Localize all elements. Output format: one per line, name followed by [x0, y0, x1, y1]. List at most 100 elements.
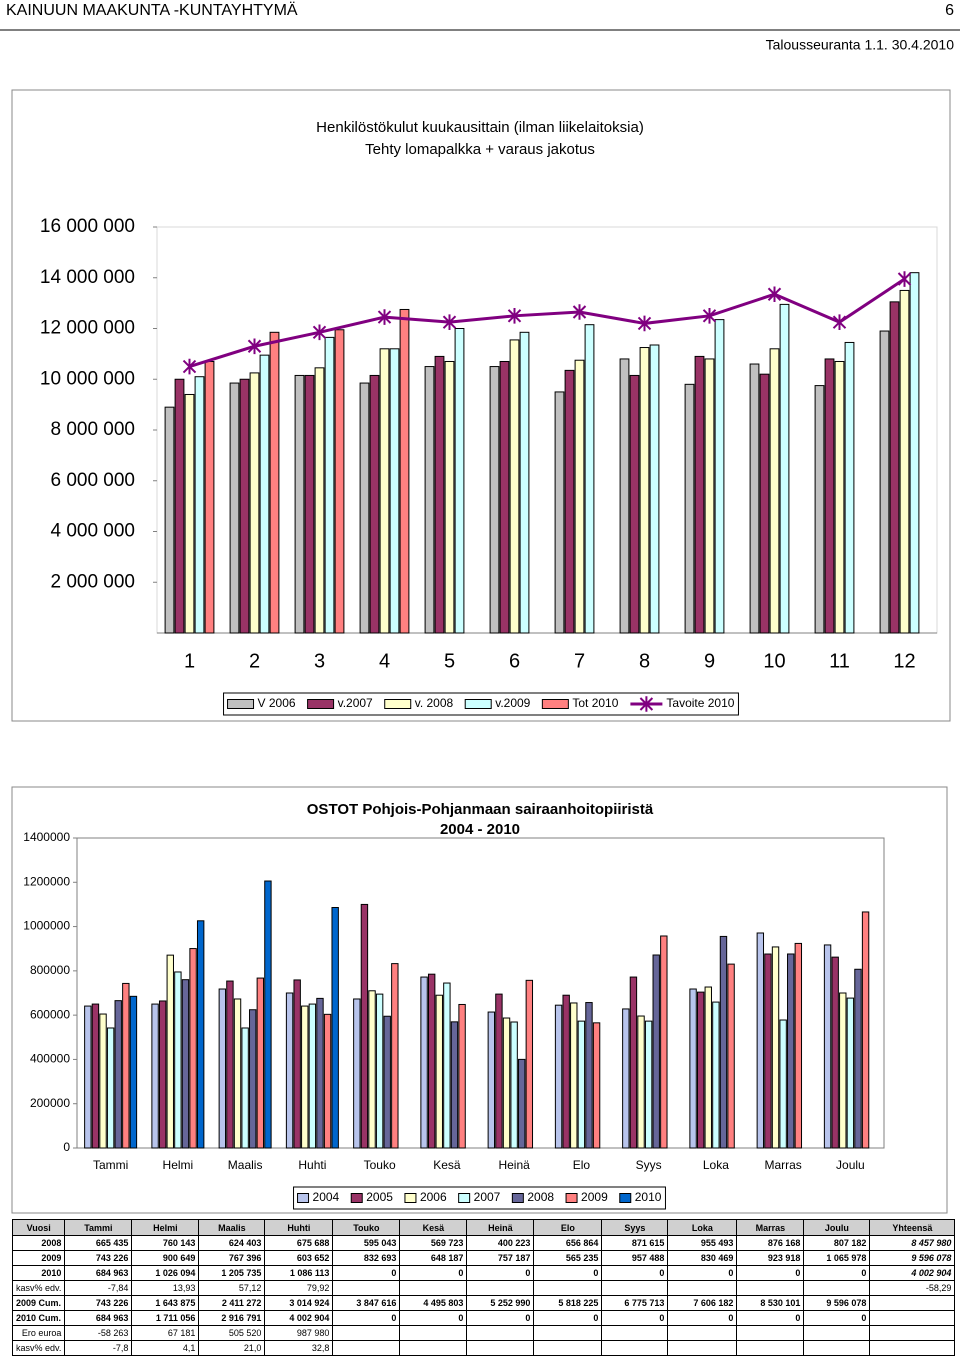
table-cell: 0: [332, 1265, 401, 1281]
bar: [769, 348, 780, 634]
bar: [106, 1027, 115, 1149]
bar: [434, 355, 445, 634]
table-row: 2008 665 435 760 143 624 403 675 688 595 043 5…: [11, 1235, 956, 1251]
row-total: 4 002 904: [869, 1265, 956, 1281]
bar: [269, 331, 280, 634]
x-tick-label: 6: [509, 650, 520, 672]
y-tick-label: 8 000 000: [50, 419, 135, 440]
bar: [759, 373, 770, 634]
table-cell: 569 723: [399, 1235, 468, 1251]
bar: [649, 344, 660, 634]
line-marker: [442, 314, 457, 330]
legend-label: Tot 2010: [572, 696, 618, 710]
bar: [323, 1013, 332, 1149]
bar: [334, 329, 345, 634]
y-tick-label: 2 000 000: [50, 571, 135, 592]
bar: [660, 935, 668, 1149]
table-cell: 0: [736, 1265, 805, 1281]
table-cell: 684 963: [64, 1265, 133, 1281]
column-header: Helmi: [131, 1219, 200, 1236]
table-cell: 505 520: [198, 1325, 266, 1341]
table-cell-blank: [332, 1340, 401, 1356]
y-tick-label: 200000: [30, 1096, 70, 1110]
table-cell: 760 143: [131, 1235, 200, 1251]
bar: [771, 946, 780, 1149]
legend-swatch: [565, 1193, 578, 1203]
x-tick-label: 12: [893, 650, 915, 672]
bar: [304, 374, 315, 634]
x-tick-label: Maalis: [228, 1158, 263, 1172]
chart-title: OSTOT Pohjois-Pohjanmaan sairaanhoitopii…: [307, 801, 654, 818]
bar: [379, 348, 390, 634]
table-cell: 0: [803, 1310, 871, 1326]
bar: [637, 1015, 645, 1149]
table-cell: 565 235: [533, 1250, 603, 1266]
bar: [831, 956, 839, 1149]
table-row: kasv% edv. -7,8 4,1 21,0 32,8: [11, 1340, 956, 1356]
bar: [879, 330, 890, 634]
bar: [846, 997, 855, 1149]
table-cell: 743 226: [64, 1250, 133, 1266]
y-tick-label: 1400000: [23, 830, 70, 844]
bar: [218, 988, 227, 1149]
bar: [204, 360, 215, 634]
row-total: 9 596 078: [869, 1250, 956, 1266]
legend: 2004 2005 2006 2007 2008 2009 2010: [293, 1186, 666, 1210]
bar: [259, 354, 270, 634]
table-cell: -7,8: [64, 1340, 133, 1356]
chart-title: Henkilöstökulut kuukausittain (ilman lii…: [316, 119, 644, 136]
y-tick-label: 600000: [30, 1007, 70, 1021]
row-label: Ero euroa: [11, 1325, 66, 1341]
row-label: kasv% edv.: [11, 1340, 66, 1356]
x-tick-label: Heinä: [498, 1158, 530, 1172]
table-cell-blank: [667, 1325, 738, 1341]
table-cell: 757 187: [466, 1250, 535, 1266]
table-cell: 6 775 713: [601, 1295, 669, 1311]
bar: [652, 954, 660, 1149]
legend-label: v.2009: [495, 696, 530, 710]
x-tick-label: 11: [829, 650, 850, 672]
bar: [184, 393, 195, 634]
table-cell: 1 026 094: [131, 1265, 200, 1281]
table-cell-blank: [803, 1325, 871, 1341]
table-cell: 656 864: [533, 1235, 603, 1251]
table-cell-blank: [869, 1325, 956, 1341]
table-cell: 595 043: [332, 1235, 401, 1251]
bar: [285, 992, 294, 1149]
bar: [622, 1008, 630, 1149]
bar: [839, 992, 847, 1149]
table-cell: 57,12: [198, 1280, 266, 1296]
bar: [369, 374, 380, 634]
bar: [629, 976, 638, 1149]
legend-frame: [293, 1186, 666, 1210]
bar: [308, 1003, 317, 1149]
bar: [189, 948, 197, 1149]
bar: [249, 1009, 257, 1149]
row-label: 2010: [11, 1265, 66, 1281]
line-marker: [767, 286, 782, 303]
table-cell: 832 693: [332, 1250, 401, 1266]
bar: [226, 980, 234, 1149]
chart-subtitle: Tehty lomapalkka + varaus jakotus: [365, 141, 595, 158]
bar: [353, 998, 361, 1149]
table-cell-blank: [869, 1310, 956, 1326]
y-tick-label: 12 000 000: [40, 318, 135, 339]
bar: [241, 1027, 249, 1149]
table-cell-blank: [332, 1325, 401, 1341]
legend-swatch: [619, 1193, 632, 1203]
bar: [314, 367, 325, 634]
bar: [592, 1022, 601, 1149]
row-label: 2008: [11, 1235, 66, 1251]
column-header: Marras: [736, 1219, 805, 1236]
row-label: 2010 Cum.: [11, 1310, 66, 1326]
table-cell: 2 916 791: [198, 1310, 266, 1326]
bar: [301, 1005, 309, 1149]
line-series: [189, 277, 906, 368]
x-tick-label: Huhti: [298, 1158, 326, 1172]
bar: [854, 968, 862, 1149]
bar: [909, 272, 920, 634]
bar: [293, 979, 301, 1149]
table-cell-blank: [332, 1280, 401, 1296]
table-cell: 955 493: [667, 1235, 738, 1251]
table-cell: 0: [533, 1310, 603, 1326]
